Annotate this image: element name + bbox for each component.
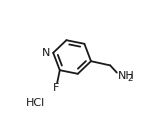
Text: F: F (53, 83, 59, 93)
Text: N: N (42, 48, 50, 58)
Text: 2: 2 (127, 74, 133, 83)
Text: NH: NH (117, 71, 134, 81)
Text: HCl: HCl (26, 98, 45, 108)
